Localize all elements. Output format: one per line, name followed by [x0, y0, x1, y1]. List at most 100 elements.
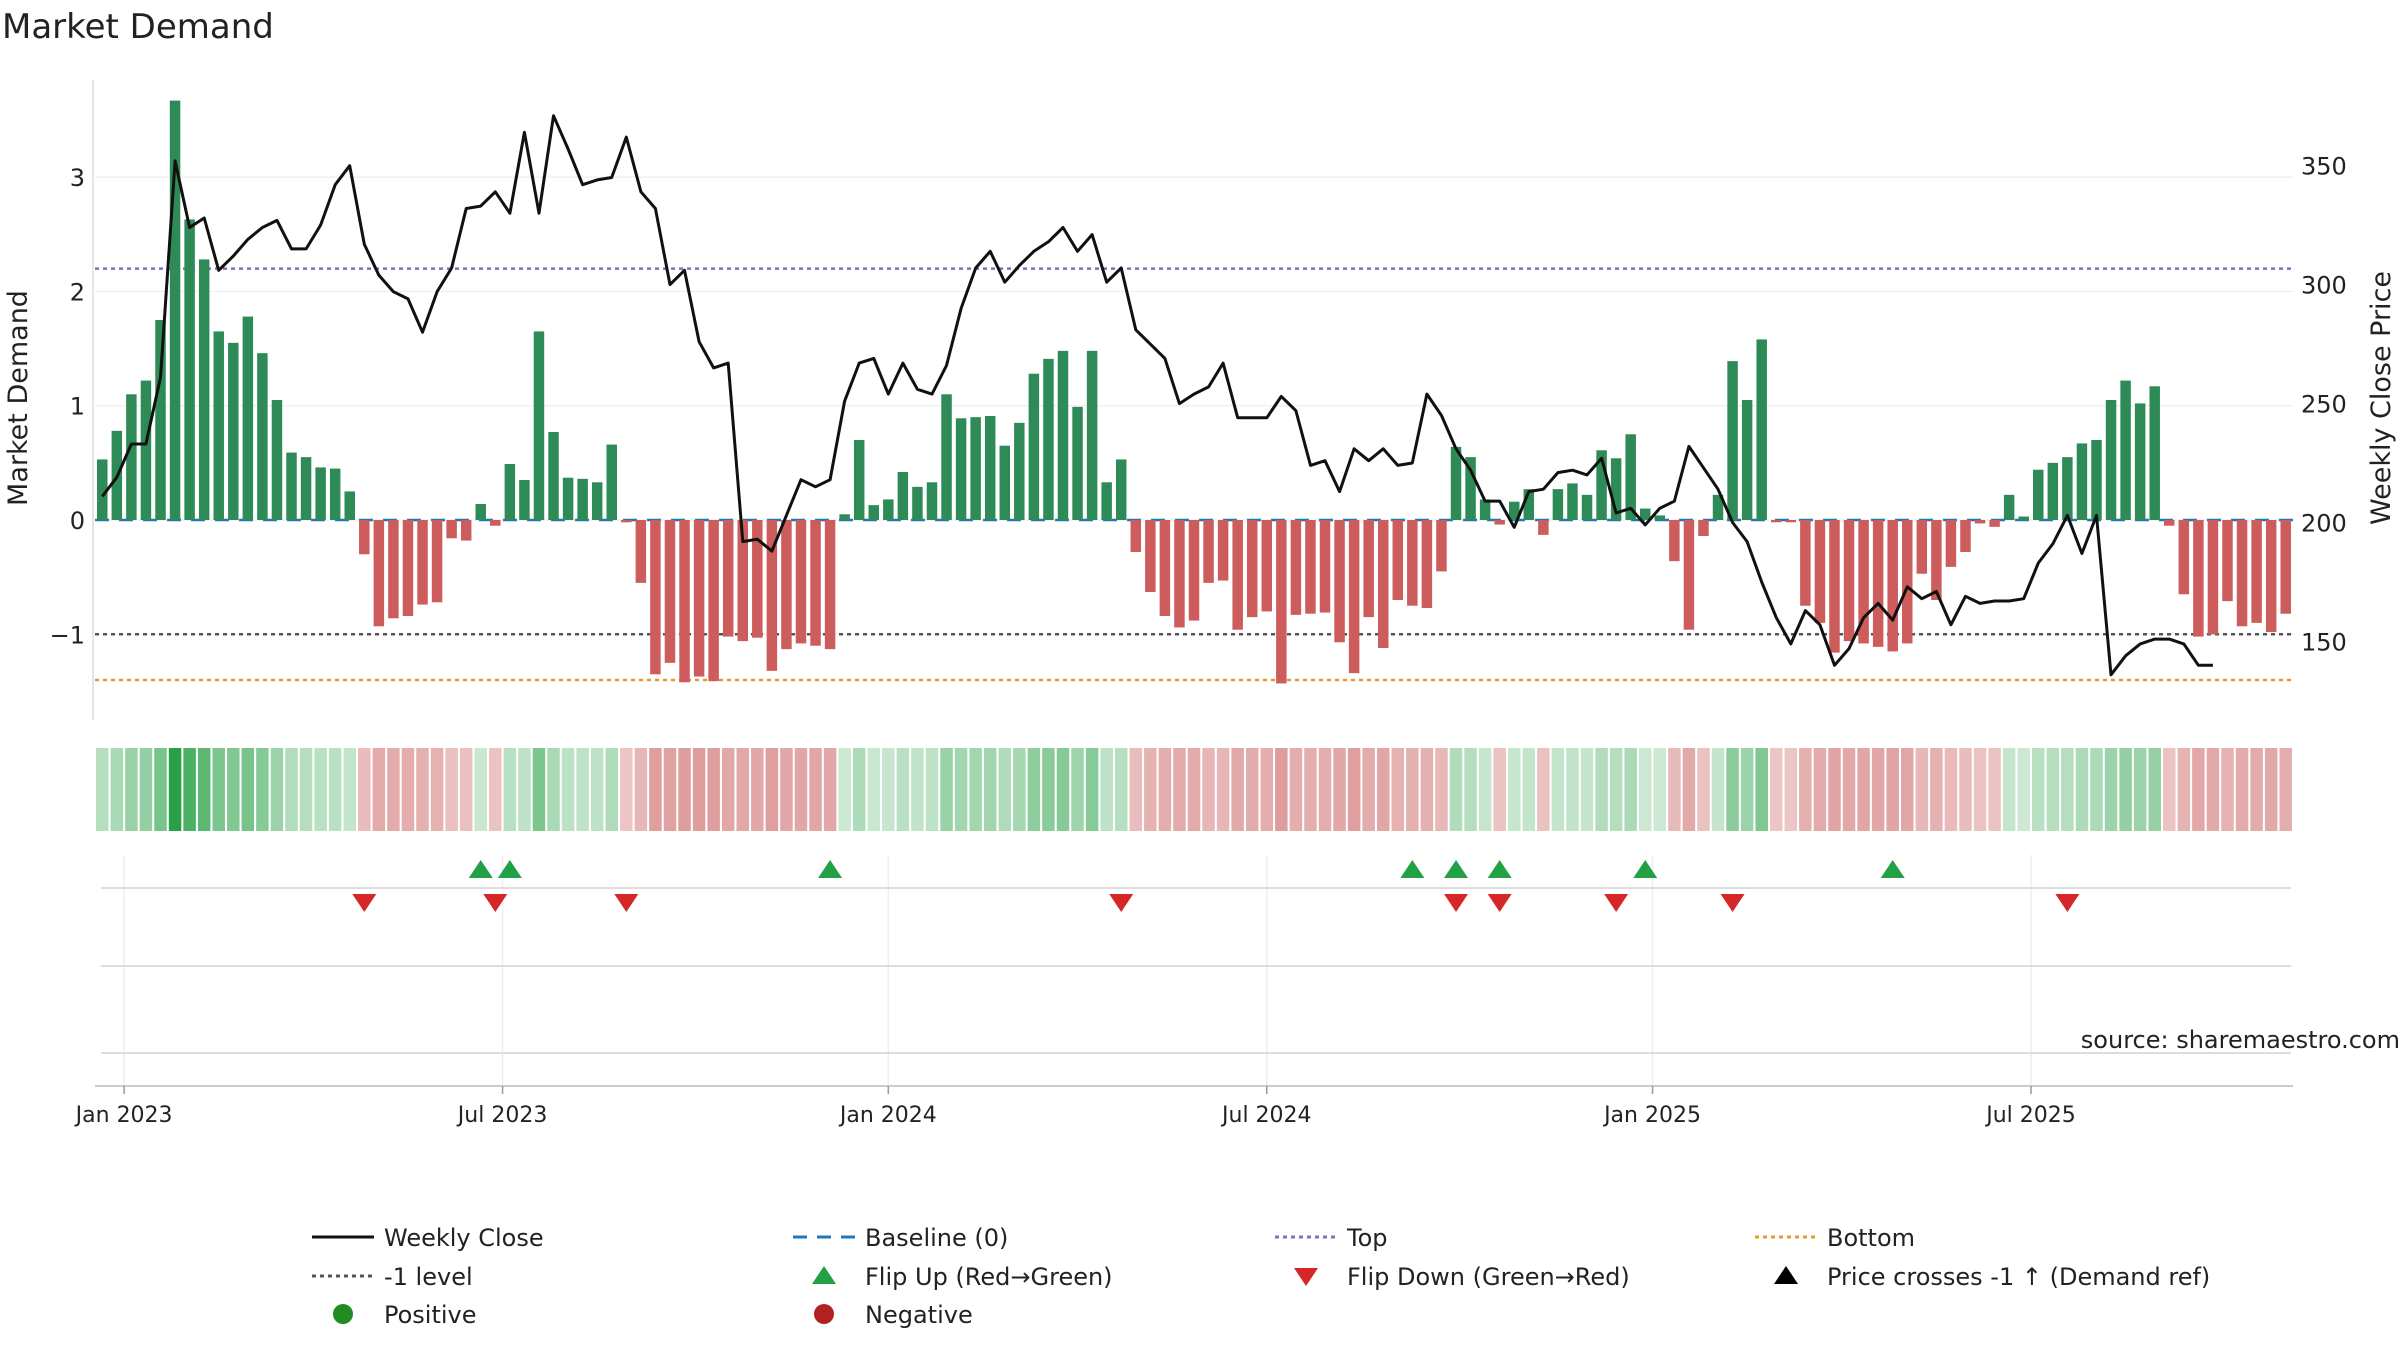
heat-cell [1711, 748, 1725, 831]
legend-item: Positive [333, 1301, 477, 1329]
heat-cell [1144, 748, 1157, 831]
heat-cell [518, 748, 531, 831]
heat-cell [1769, 748, 1783, 831]
heat-cell [314, 748, 327, 831]
flip-up-marker [497, 860, 522, 878]
demand-bar [431, 520, 443, 603]
demand-bar [213, 331, 224, 520]
heat-cell [459, 748, 473, 831]
demand-bar [242, 316, 254, 520]
demand-bar [1829, 520, 1840, 653]
heat-cell [2221, 748, 2234, 831]
heat-cell [2192, 748, 2205, 831]
demand-bar [679, 520, 690, 683]
flip-up-marker [1444, 860, 1469, 878]
heat-cell [954, 748, 968, 831]
heat-cell [241, 748, 255, 831]
demand-bar [722, 520, 734, 637]
demand-bar [1348, 520, 1360, 674]
heat-cell [1333, 748, 1346, 831]
legend-swatch [1774, 1266, 1798, 1284]
flip-down-marker [352, 894, 377, 912]
legend-label: Baseline (0) [865, 1224, 1008, 1252]
legend-item: Bottom [1755, 1224, 1915, 1252]
flip-down-marker [1444, 894, 1469, 912]
heat-cell [1304, 748, 1317, 831]
legend-item: Baseline (0) [793, 1224, 1008, 1252]
heat-cell [2235, 748, 2249, 831]
heat-cell [867, 748, 881, 831]
demand-bar [1974, 520, 1986, 524]
legend-item: Price crosses -1 ↑ (Demand ref) [1774, 1263, 2210, 1291]
demand-bar [693, 520, 705, 677]
demand-bar [2164, 520, 2175, 526]
demand-bar [2178, 520, 2190, 595]
heat-cell [1682, 748, 1696, 831]
heat-cell [1391, 748, 1405, 831]
demand-bar [999, 445, 1011, 520]
demand-bar [737, 520, 748, 642]
heat-cell [285, 748, 298, 831]
demand-bar [1086, 350, 1098, 520]
demand-bar [2091, 440, 2102, 520]
demand-bar [606, 444, 617, 520]
demand-bar [2105, 400, 2117, 520]
demand-bar [1145, 520, 1156, 592]
demand-bar [1698, 520, 1709, 536]
x-tick-label: Jan 2025 [1602, 1103, 1701, 1128]
demand-bar [562, 477, 574, 520]
flip-up-marker [1633, 860, 1658, 878]
demand-bar [1450, 446, 1462, 520]
demand-bar [1902, 520, 1913, 644]
demand-bar [1800, 520, 1811, 606]
heat-cell [882, 748, 895, 831]
demand-bar [155, 320, 166, 520]
demand-bar [1945, 520, 1957, 567]
heat-cell [1435, 748, 1448, 831]
heat-cell [634, 748, 648, 831]
demand-bar [329, 468, 341, 520]
heat-cell [2264, 748, 2278, 831]
source-label: source: sharemaestro.com [2081, 1026, 2400, 1054]
chart-title: Market Demand [2, 7, 274, 47]
demand-bar [1246, 520, 1258, 618]
heat-cell [1551, 748, 1565, 831]
heat-cell [649, 748, 662, 831]
heat-cell [372, 748, 386, 831]
heat-cell [139, 748, 153, 831]
demand-bar [1407, 520, 1418, 606]
heat-cell [2075, 748, 2089, 831]
demand-bar [1305, 520, 1316, 614]
heat-cell [561, 748, 575, 831]
demand-bar [941, 394, 952, 520]
x-tick-label: Jul 2025 [1984, 1103, 2076, 1128]
heat-cell [183, 748, 196, 831]
demand-bar [417, 520, 428, 605]
demand-bar [140, 380, 152, 520]
demand-bar [1669, 520, 1680, 562]
heat-cell [445, 748, 458, 831]
demand-bar [359, 520, 370, 555]
demand-bar [1101, 482, 1112, 520]
heat-cell [1173, 748, 1186, 831]
demand-bar [169, 100, 181, 521]
heat-cell [1886, 748, 1899, 831]
heat-cell [1595, 748, 1608, 831]
demand-bar [752, 520, 763, 638]
demand-bar [1261, 520, 1273, 612]
demand-bar [1014, 422, 1025, 520]
legend-label: Positive [384, 1301, 477, 1329]
heat-cell [1973, 748, 1987, 831]
demand-bar [504, 464, 516, 520]
heat-cell [2032, 748, 2045, 831]
heat-cell [1275, 748, 1288, 831]
heat-cell [1784, 748, 1798, 831]
demand-bar [1130, 520, 1142, 552]
demand-bar [1115, 459, 1127, 520]
heat-cell [547, 748, 560, 831]
demand-bar [490, 520, 501, 526]
demand-bar [228, 342, 239, 520]
demand-bar [1683, 520, 1695, 630]
x-tick-label: Jul 2024 [1220, 1103, 1312, 1128]
demand-bar [1567, 483, 1578, 520]
